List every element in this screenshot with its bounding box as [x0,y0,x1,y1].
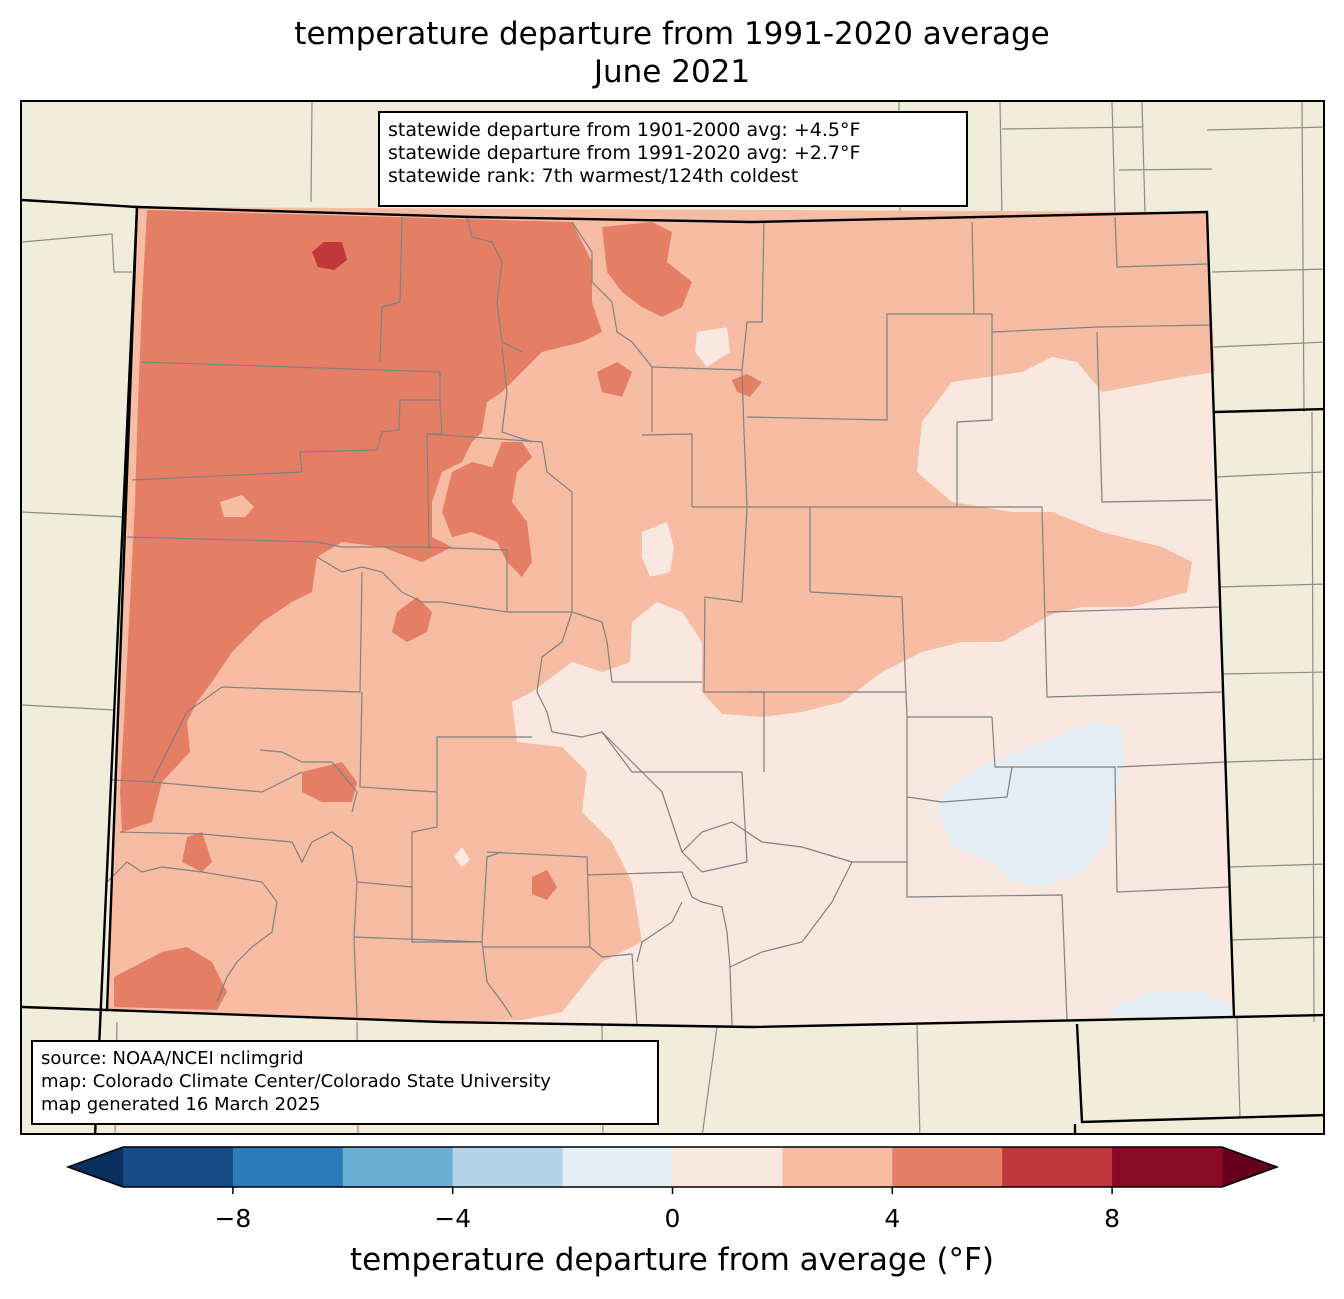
oklahoma-texas-border [1075,1023,1323,1124]
band-4-6-spot [392,597,432,642]
band-4-6-north [602,222,692,317]
colorado-map [22,102,1323,1133]
band-4-6-spot [532,870,557,900]
colorbar-over-triangle [1222,1147,1277,1187]
colorbar-tick-label: −4 [434,1204,472,1233]
map-subtitle: June 2021 [593,54,751,90]
band-0-2-spot [695,327,730,367]
utah-border [93,206,139,1133]
colorbar-bin [1002,1147,1113,1187]
colorbar-outline [65,1146,1280,1188]
kansas-oklahoma-border [1233,1013,1323,1019]
statewide-stats-box: statewide departure from 1901-2000 avg: … [378,111,968,207]
colorbar-bin [232,1147,344,1187]
band-2-4-spot [220,495,254,517]
colorbar-bin [1112,1147,1223,1187]
colorbar-under-triangle [68,1147,123,1187]
colorbar-tick-label: 4 [884,1204,901,1233]
band-4-6-lobe [442,442,532,577]
map-frame [20,100,1325,1135]
band-0-2-spot [642,522,674,577]
band-4-6-southwest [114,947,227,1010]
stats-line: statewide rank: 7th warmest/124th coldes… [388,165,799,187]
band-4-6-spot [597,362,632,397]
colorbar-tick-label: 8 [1104,1204,1121,1233]
map-title: temperature departure from 1991-2020 ave… [294,16,1050,52]
colorbar-bin [342,1147,454,1187]
colorbar-label: temperature departure from average (°F) [350,1242,994,1278]
colorbar [65,1146,1280,1194]
band-4-6-spot [732,374,762,397]
source-line: map generated 16 March 2025 [41,1094,321,1115]
colorbar-bin [892,1147,1003,1187]
colorbar-tick-label: −8 [214,1204,252,1233]
colorbar-bin [672,1147,783,1187]
county-lines [106,216,1231,1026]
colorbar-bin [123,1147,234,1187]
stats-line: statewide departure from 1991-2020 avg: … [388,142,861,164]
band-neg2-0 [937,722,1125,887]
source-line: source: NOAA/NCEI nclimgrid [41,1048,304,1069]
band-4-6-spot [182,832,212,872]
arizona-border [22,1005,108,1012]
band-4-6-spot [302,762,357,802]
nebraska-kansas-border [1214,407,1323,414]
band-neg2-0-south [1112,992,1234,1017]
colorbar-bin [782,1147,893,1187]
state-borders [22,198,1323,1133]
source-box: source: NOAA/NCEI nclimgrid map: Colorad… [31,1040,659,1125]
wyoming-utah-border [22,198,138,209]
source-line: map: Colorado Climate Center/Colorado St… [41,1071,551,1092]
stats-line: statewide departure from 1901-2000 avg: … [388,119,861,141]
temperature-field [107,207,1234,1027]
band-0-2-spot [454,847,470,867]
colorbar-bin [452,1147,564,1187]
band-6-8-spot [312,242,347,270]
colorbar-tick-label: 0 [664,1204,681,1233]
colorbar-bin [562,1147,673,1187]
